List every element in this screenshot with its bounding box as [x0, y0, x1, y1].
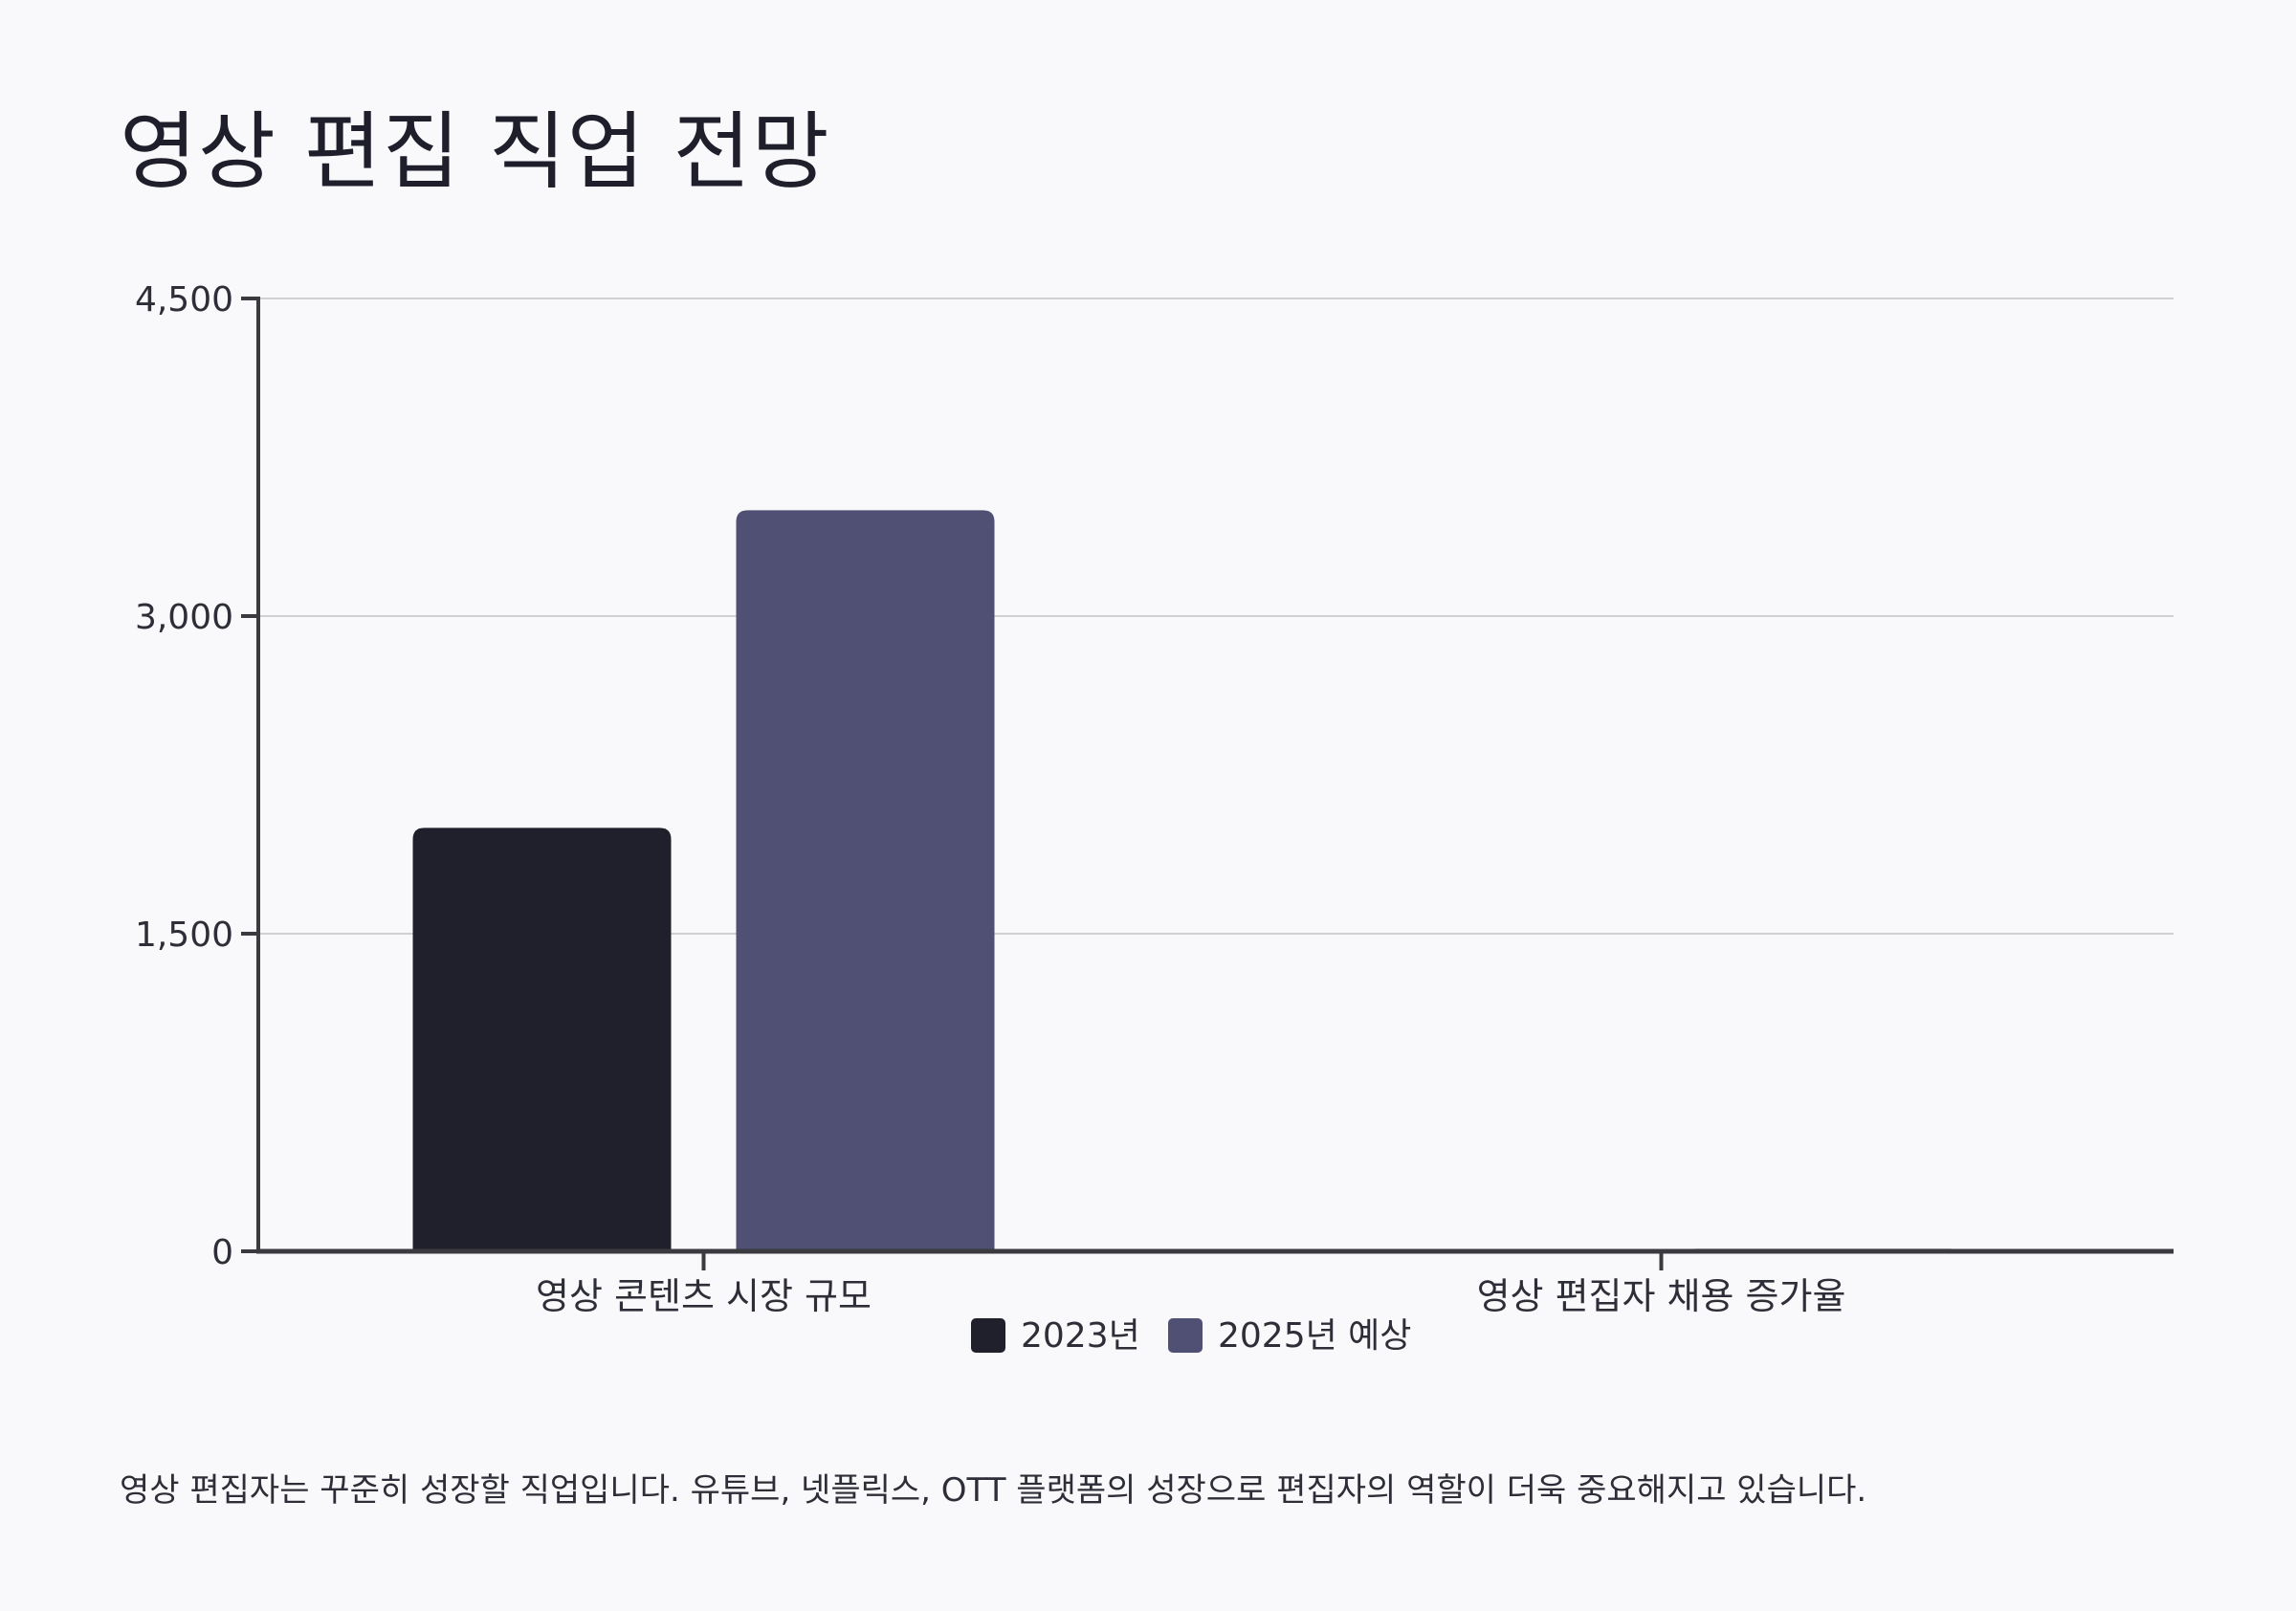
x-category-label: 영상 콘텐츠 시장 규모 [536, 1275, 872, 1317]
x-category-labels: 영상 콘텐츠 시장 규모 영상 편집자 채용 증가율 [536, 1275, 1845, 1317]
y-tick-label: 0 [211, 1233, 233, 1272]
bar-2023-cat-0 [412, 828, 672, 1251]
legend-swatch [971, 1318, 1005, 1353]
y-tick-label: 3,000 [135, 598, 233, 637]
legend: 2023년 2025년 예상 [971, 1316, 1411, 1356]
chart-title: 영상 편집 직업 전망 [120, 102, 830, 201]
chart-caption: 영상 편집자는 꾸준히 성장할 직업입니다. 유튜브, 넷플릭스, OTT 플랫… [120, 1471, 1867, 1510]
legend-swatch [1168, 1318, 1203, 1353]
y-tick-labels: 0 1,500 3,000 4,500 [135, 280, 233, 1272]
x-category-label: 영상 편집자 채용 증가율 [1477, 1275, 1846, 1317]
bar-2025-cat-0 [736, 510, 995, 1251]
bars [412, 510, 1953, 1251]
legend-label: 2023년 [1021, 1316, 1140, 1356]
legend-label: 2025년 예상 [1218, 1316, 1411, 1356]
y-tick-label: 4,500 [135, 280, 233, 320]
y-tick-label: 1,500 [135, 916, 233, 955]
axes [241, 297, 2174, 1270]
